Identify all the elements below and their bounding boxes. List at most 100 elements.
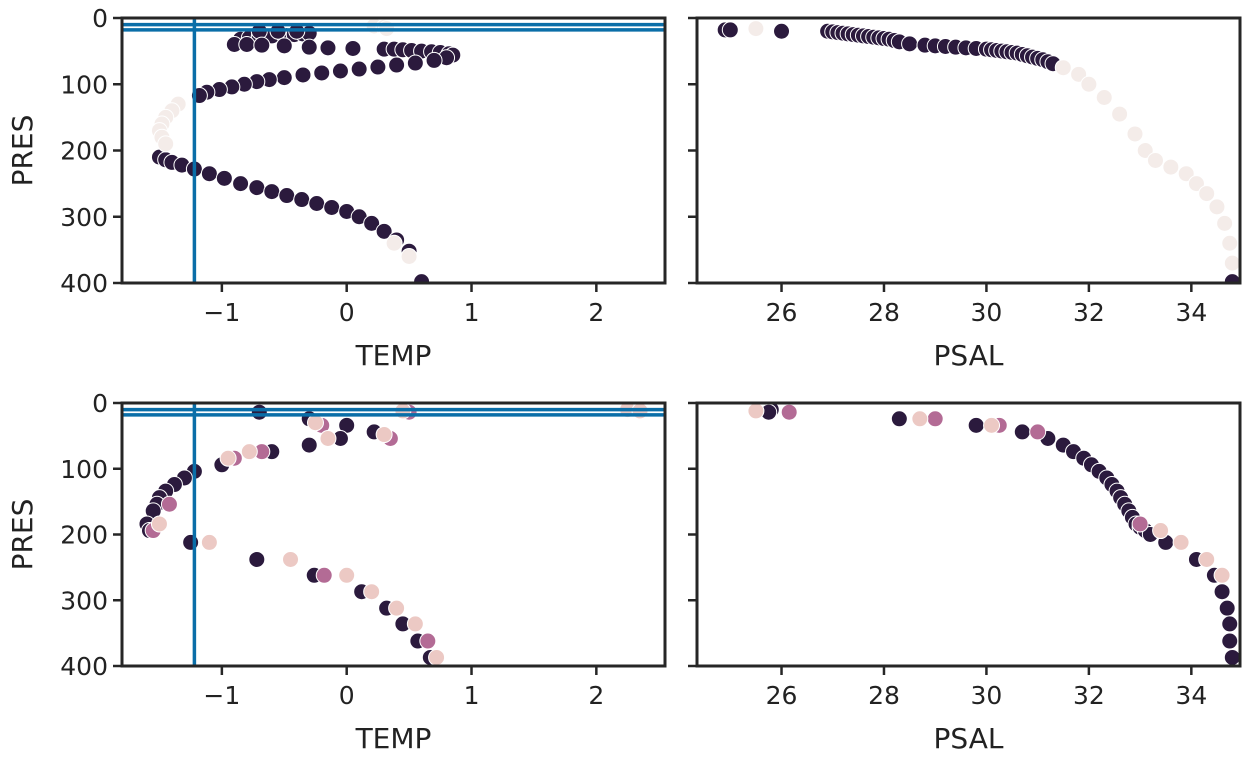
x-axis-label: TEMP xyxy=(355,722,432,755)
data-point xyxy=(200,165,218,183)
data-point xyxy=(747,20,765,38)
data-point xyxy=(1162,158,1180,176)
data-point xyxy=(315,566,333,584)
data-point xyxy=(1013,423,1031,441)
x-tick-label: 34 xyxy=(1175,681,1207,710)
data-point xyxy=(160,495,178,513)
x-axis-label: PSAL xyxy=(934,339,1004,372)
data-point xyxy=(240,443,258,461)
panel-bottom-left: −1 0 1 2 0 100 200 300 400 TEMP PRES xyxy=(6,389,667,755)
y-tick-label: 400 xyxy=(60,652,108,681)
data-point xyxy=(313,64,331,82)
y-tick-label: 300 xyxy=(60,586,108,615)
data-point xyxy=(150,515,168,533)
data-point xyxy=(323,198,341,216)
y-tick-label: 200 xyxy=(60,521,108,550)
data-point xyxy=(253,36,271,54)
data-point xyxy=(263,183,281,201)
data-point xyxy=(344,39,362,57)
data-point xyxy=(182,533,200,551)
data-point xyxy=(1136,142,1154,159)
y-tick-label: 200 xyxy=(60,137,108,166)
data-point xyxy=(219,449,237,467)
data-point xyxy=(319,39,337,57)
y-tick-label: 0 xyxy=(92,4,108,33)
data-point xyxy=(780,403,798,421)
data-point xyxy=(911,410,929,428)
data-point xyxy=(1131,515,1149,533)
data-point xyxy=(300,38,318,56)
y-axis-label: PRES xyxy=(6,499,39,571)
data-point xyxy=(369,58,387,76)
data-point xyxy=(773,22,791,40)
data-point xyxy=(248,550,266,568)
x-tick-label: 2 xyxy=(588,681,604,710)
data-point xyxy=(1080,75,1098,93)
data-point xyxy=(1070,65,1088,83)
data-point xyxy=(967,416,985,434)
x-tick-label: −1 xyxy=(203,681,240,710)
y-tick-label: 100 xyxy=(60,455,108,484)
x-tick-label: 28 xyxy=(868,681,900,710)
y-tick-label: 300 xyxy=(60,203,108,232)
data-point xyxy=(350,60,368,78)
x-tick-label: 28 xyxy=(868,298,900,327)
data-point xyxy=(1152,522,1170,540)
data-point xyxy=(232,175,250,193)
data-point xyxy=(983,416,1001,434)
data-point xyxy=(1054,59,1072,77)
data-point xyxy=(319,430,337,448)
data-point xyxy=(1172,533,1190,551)
data-point xyxy=(1187,175,1205,193)
data-point xyxy=(890,410,908,428)
y-tick-label: 100 xyxy=(60,70,108,99)
x-axis-label: PSAL xyxy=(934,722,1004,755)
data-point xyxy=(278,187,296,205)
data-point xyxy=(375,222,393,240)
data-point xyxy=(1208,198,1226,216)
y-tick-label: 0 xyxy=(92,389,108,418)
panel-bottom-right: 26 28 30 32 34 PSAL xyxy=(688,401,1242,755)
data-point xyxy=(1213,566,1231,584)
data-point xyxy=(425,51,443,69)
data-point xyxy=(1221,615,1239,633)
data-point xyxy=(157,135,175,153)
data-point xyxy=(1146,151,1164,169)
x-tick-label: 32 xyxy=(1073,681,1105,710)
data-point xyxy=(238,36,256,53)
data-point xyxy=(338,566,356,584)
plot-area xyxy=(716,20,1240,283)
data-point xyxy=(1126,125,1144,143)
y-axis-label: PRES xyxy=(6,115,39,187)
data-point xyxy=(926,410,944,428)
data-point xyxy=(406,54,424,72)
x-tick-label: 2 xyxy=(588,298,604,327)
data-point xyxy=(1218,599,1236,617)
data-point xyxy=(406,615,424,633)
data-point xyxy=(1213,583,1231,601)
x-tick-label: 26 xyxy=(766,681,798,710)
data-point xyxy=(1095,89,1113,106)
data-point xyxy=(388,599,406,617)
x-tick-label: 1 xyxy=(464,681,480,710)
data-point xyxy=(308,195,326,212)
data-point xyxy=(300,436,318,454)
data-point xyxy=(1198,550,1216,568)
data-point xyxy=(721,21,739,39)
x-tick-label: 30 xyxy=(971,681,1003,710)
data-point xyxy=(248,179,266,197)
x-tick-label: 34 xyxy=(1175,298,1207,327)
data-point xyxy=(275,69,293,87)
plot-area xyxy=(122,18,665,283)
plot-area xyxy=(122,403,665,666)
data-point xyxy=(388,56,406,74)
data-point xyxy=(363,214,381,232)
data-point xyxy=(1029,423,1047,441)
data-point xyxy=(1177,165,1195,183)
panel-top-right: 26 28 30 32 34 PSAL xyxy=(688,16,1242,372)
y-tick-label: 400 xyxy=(60,269,108,298)
data-point xyxy=(1223,254,1240,272)
data-point xyxy=(375,426,393,444)
data-point xyxy=(1223,648,1240,666)
